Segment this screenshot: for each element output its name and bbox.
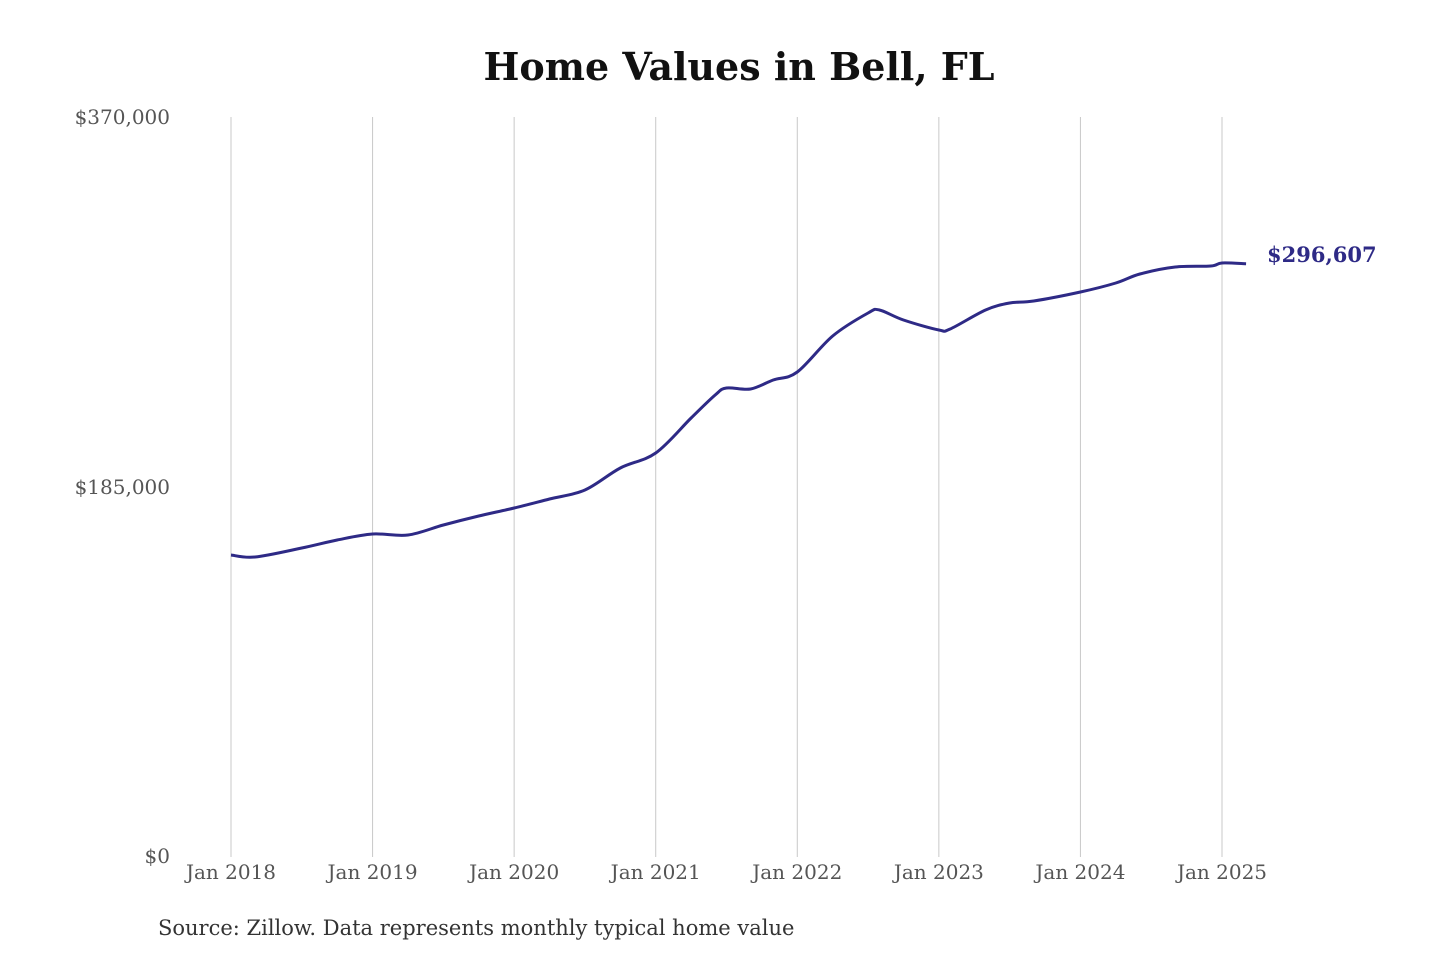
x-tick-label: Jan 2023 (892, 860, 984, 884)
y-tick-label: $370,000 (75, 105, 170, 129)
y-tick-label: $185,000 (75, 475, 170, 499)
x-tick-label: Jan 2019 (326, 860, 418, 884)
chart-title: Home Values in Bell, FL (483, 44, 995, 89)
x-tick-label: Jan 2022 (750, 860, 842, 884)
x-tick-label: Jan 2020 (467, 860, 559, 884)
x-tick-label: Jan 2018 (184, 860, 276, 884)
x-tick-label: Jan 2025 (1175, 860, 1267, 884)
x-tick-label: Jan 2021 (609, 860, 701, 884)
series-line (230, 261, 1247, 559)
y-tick-label: $0 (145, 844, 170, 868)
end-value-label: $296,607 (1267, 242, 1377, 267)
source-note: Source: Zillow. Data represents monthly … (158, 916, 795, 940)
x-tick-label: Jan 2024 (1033, 860, 1125, 884)
